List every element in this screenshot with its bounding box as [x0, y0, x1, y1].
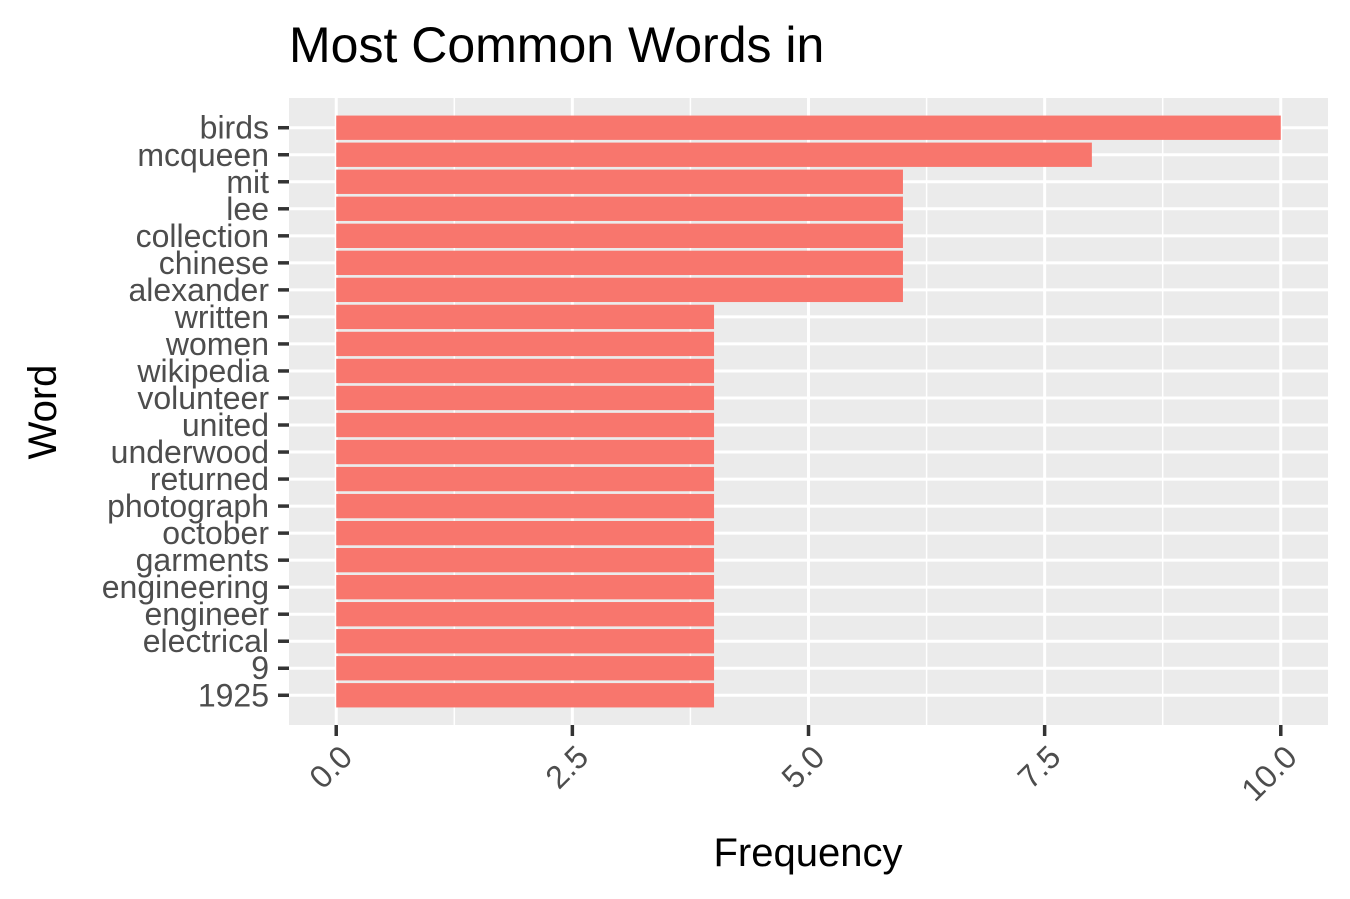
- y-tick-label: mcqueen: [137, 137, 269, 173]
- bar-collection: [336, 223, 903, 248]
- x-tick-label: 5.0: [775, 738, 832, 795]
- x-tick-label: 7.5: [1011, 738, 1068, 795]
- y-tick-label: mit: [226, 164, 269, 200]
- bar-1925: [336, 683, 715, 708]
- bar-lee: [336, 196, 903, 221]
- bar-birds: [336, 115, 1281, 140]
- y-tick-label: electrical: [143, 623, 269, 659]
- bar-photograph: [336, 493, 715, 519]
- bar-electrical: [336, 629, 715, 654]
- bar-mit: [336, 169, 903, 194]
- y-tick-label: photograph: [107, 488, 269, 524]
- y-tick-label: collection: [136, 218, 269, 254]
- bar-volunteer: [336, 385, 715, 411]
- bar-wikipedia: [336, 358, 715, 384]
- y-tick-label: garments: [136, 542, 269, 578]
- y-tick-label: 1925: [198, 677, 269, 713]
- x-tick-label: 2.5: [538, 738, 595, 795]
- bar-women: [336, 331, 715, 357]
- x-axis: 0.0 2.5 5.0 7.5 10.0: [302, 725, 1304, 808]
- y-tick-label: underwood: [111, 434, 269, 470]
- y-tick-label: united: [182, 407, 269, 443]
- y-axis-title: Word: [21, 365, 65, 460]
- y-tick-label: volunteer: [137, 380, 269, 416]
- y-tick-label: chinese: [159, 245, 269, 281]
- y-tick-label: engineer: [144, 596, 269, 632]
- bar-written: [336, 304, 715, 330]
- y-tick-label: birds: [200, 110, 269, 146]
- y-tick-label: engineering: [102, 569, 269, 605]
- y-tick-label: written: [174, 299, 269, 335]
- y-tick-label: october: [162, 515, 269, 551]
- bar-united: [336, 412, 715, 438]
- y-tick-label: alexander: [128, 272, 269, 308]
- chart-title: Most Common Words in: [289, 17, 824, 73]
- bar-engineer: [336, 602, 715, 627]
- y-tick-label: returned: [150, 461, 269, 497]
- bars: [336, 115, 1281, 708]
- x-axis-title: Frequency: [714, 831, 903, 875]
- y-tick-label: women: [165, 326, 269, 362]
- bar-engineering: [336, 575, 715, 600]
- bar-chinese: [336, 250, 903, 276]
- x-tick-label: 10.0: [1234, 738, 1303, 807]
- bar-garments: [336, 547, 715, 573]
- y-tick-label: wikipedia: [136, 353, 269, 389]
- bar-underwood: [336, 439, 715, 465]
- bar-returned: [336, 466, 715, 492]
- y-tick-label: lee: [226, 191, 269, 227]
- y-tick-label: 9: [251, 650, 269, 686]
- bar-alexander: [336, 277, 903, 303]
- bar-mcqueen: [336, 142, 1092, 167]
- y-axis: birdsmcqueenmitleecollectionchinesealexa…: [102, 110, 289, 713]
- bar-october: [336, 520, 715, 546]
- bar-9: [336, 656, 715, 681]
- x-tick-label: 0.0: [302, 738, 359, 795]
